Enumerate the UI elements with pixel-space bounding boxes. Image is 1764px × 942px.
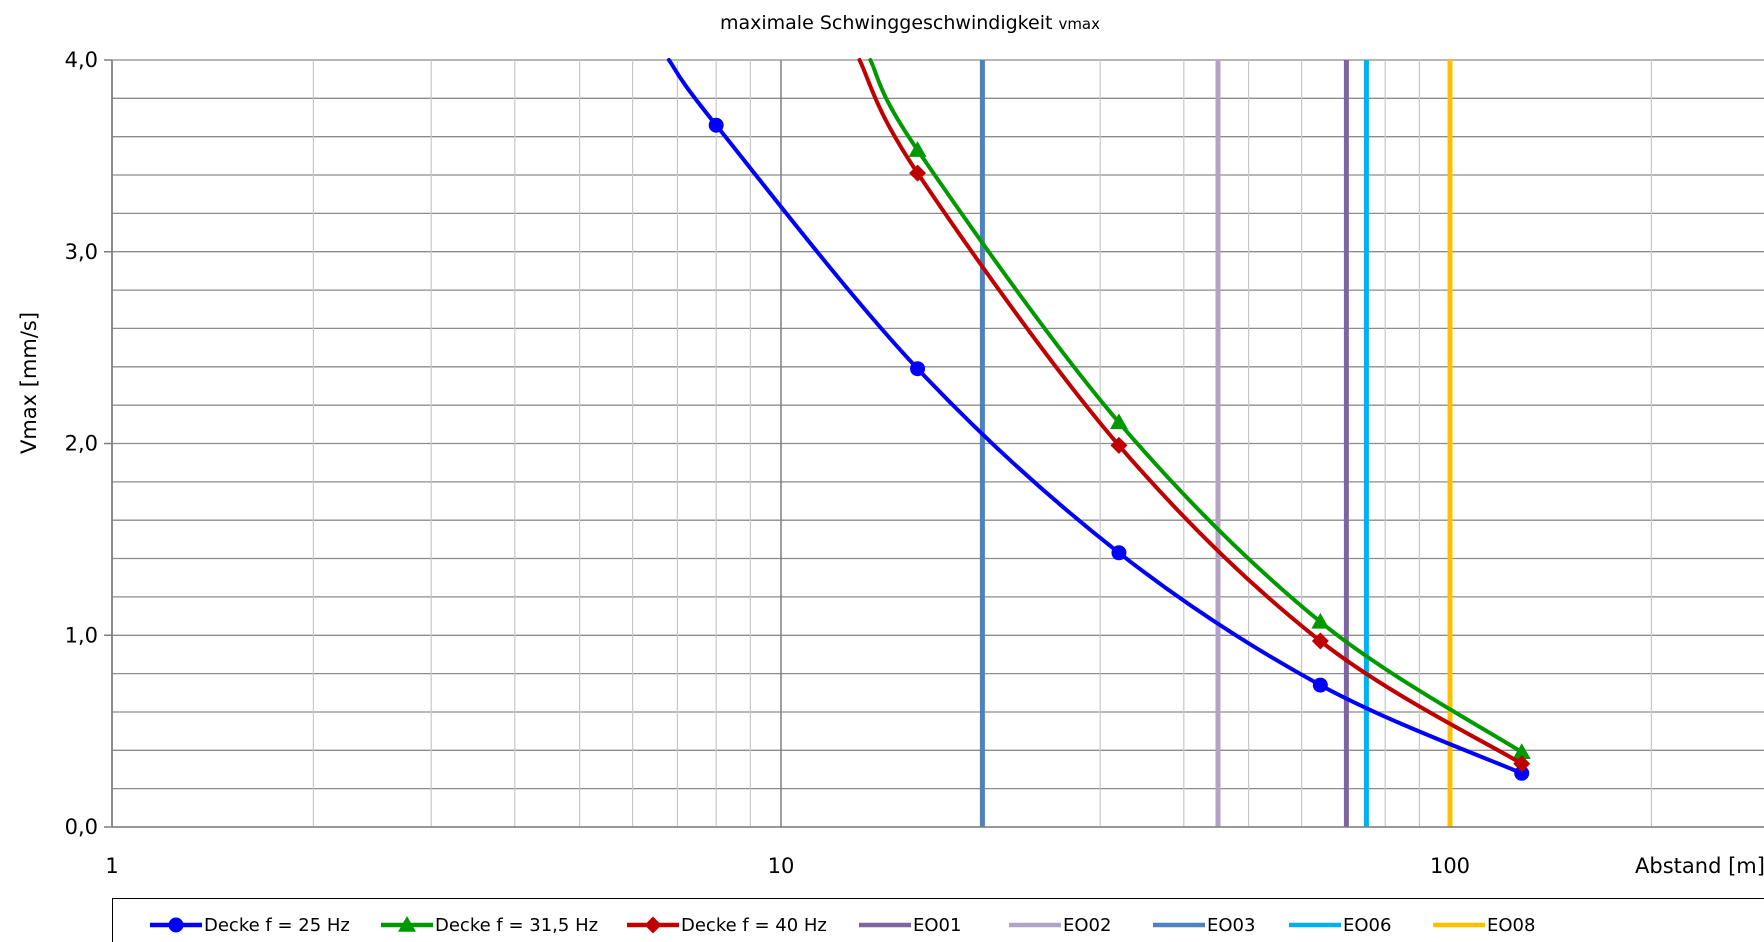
legend-swatch (1009, 922, 1061, 928)
legend-swatch (1289, 922, 1341, 928)
series-layer (666, 58, 1531, 781)
series-line (666, 58, 1524, 776)
legend-item: Decke f = 40 Hz (627, 914, 827, 936)
legend-label: Decke f = 40 Hz (681, 914, 827, 936)
legend-marker (644, 916, 662, 934)
y-axis-title: Vmax [mm/s] (17, 312, 41, 454)
chart-title: maximale Schwinggeschwindigkeit vmax (720, 12, 1100, 34)
reference-lines (979, 60, 1453, 827)
legend-marker (398, 916, 416, 932)
data-point (1312, 677, 1328, 693)
legend-swatch (627, 916, 679, 934)
legend-item: EO06 (1289, 914, 1392, 936)
data-point (1512, 743, 1531, 759)
data-point (1311, 632, 1329, 650)
legend-marker (168, 917, 184, 933)
legend-swatch (859, 922, 911, 928)
data-point (1311, 612, 1330, 629)
legend-item: Decke f = 25 Hz (150, 914, 350, 936)
legend-label: EO08 (1487, 914, 1536, 936)
legend-label: Decke f = 31,5 Hz (435, 914, 599, 936)
legend-swatch (1433, 922, 1485, 928)
data-point (1110, 436, 1128, 454)
data-point (910, 361, 926, 377)
series-3 (857, 58, 1531, 773)
grid (111, 59, 1764, 828)
data-point (1109, 413, 1128, 430)
x-axis-title: Abstand [m] (1635, 854, 1764, 878)
legend-label: EO02 (1063, 914, 1112, 936)
x-tick-label: 1 (105, 854, 118, 878)
y-tick-label: 0,0 (65, 815, 98, 839)
data-point (1111, 545, 1127, 561)
data-point (708, 117, 724, 133)
y-tick-label: 3,0 (65, 240, 98, 264)
series-2 (868, 58, 1531, 759)
y-tick-label: 4,0 (65, 48, 98, 72)
data-point (1514, 765, 1530, 781)
axes: 0,0 1,0 2,0 3,0 4,0 1 10 100 (65, 48, 1764, 878)
legend-label: EO01 (913, 914, 962, 936)
legend-item: EO08 (1433, 914, 1536, 936)
data-point (908, 141, 927, 157)
legend-swatch (381, 916, 433, 932)
legend-item: Decke f = 31,5 Hz (381, 914, 599, 936)
legend-swatch (1153, 922, 1205, 928)
legend-label: EO03 (1207, 914, 1256, 936)
series-line (868, 58, 1524, 755)
x-tick-label: 100 (1430, 854, 1470, 878)
legend-swatch (150, 917, 202, 933)
legend: Decke f = 25 Hz Decke f = 31,5 Hz Decke f … (112, 898, 1764, 942)
legend-item: EO02 (1009, 914, 1112, 936)
data-point (1513, 755, 1531, 773)
legend-item: EO03 (1153, 914, 1256, 936)
data-point (909, 164, 927, 182)
legend-label: EO06 (1343, 914, 1392, 936)
series-1 (666, 58, 1530, 781)
y-tick-label: 1,0 (65, 623, 98, 647)
legend-item: EO01 (859, 914, 962, 936)
legend-label: Decke f = 25 Hz (204, 914, 350, 936)
x-tick-label: 10 (768, 854, 795, 878)
y-tick-label: 2,0 (65, 432, 98, 456)
